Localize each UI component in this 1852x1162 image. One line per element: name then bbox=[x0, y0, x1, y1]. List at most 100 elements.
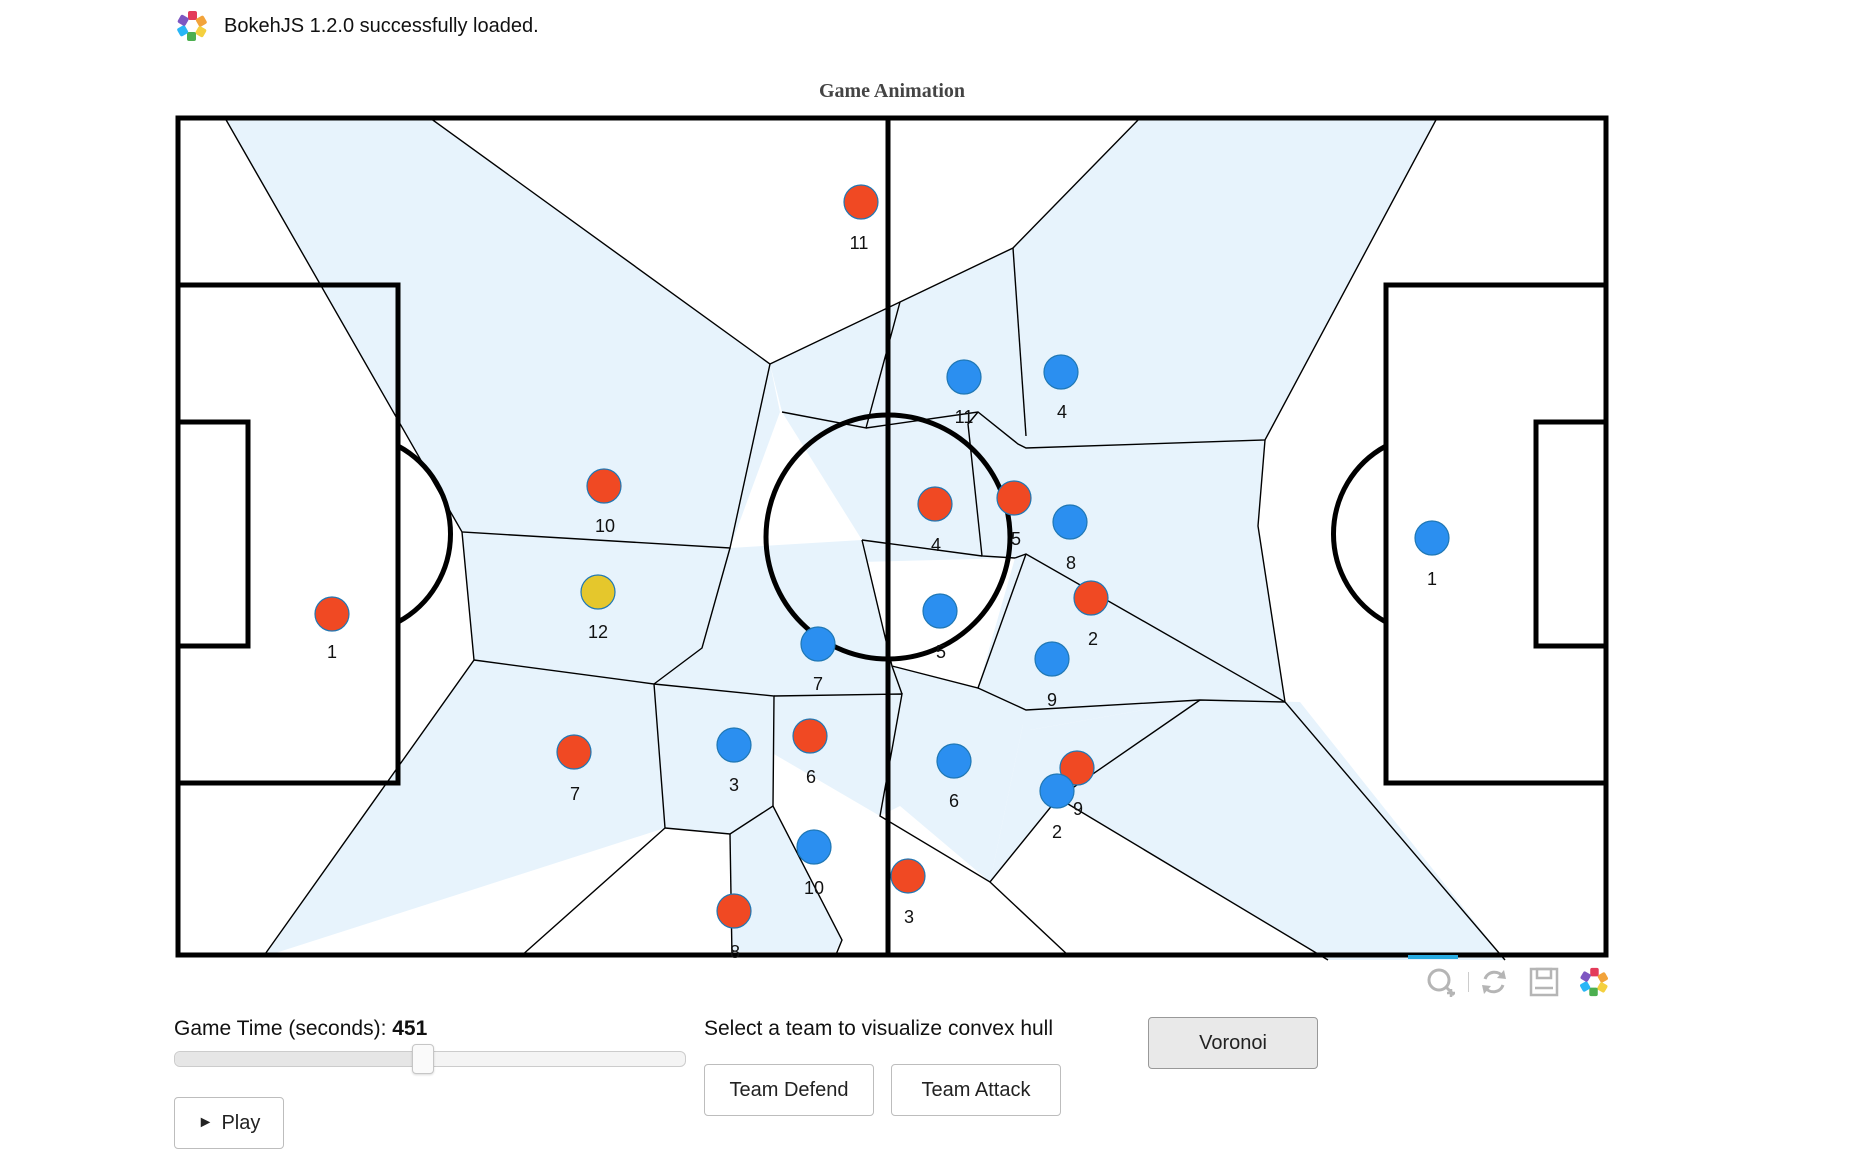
voronoi-edge bbox=[653, 547, 731, 685]
attack-player-label: 10 bbox=[595, 516, 615, 536]
defend-team-players bbox=[716, 354, 1450, 865]
voronoi-regions bbox=[225, 118, 1505, 960]
play-icon: ► bbox=[197, 1114, 214, 1131]
attack-player-label: 8 bbox=[730, 942, 740, 962]
voronoi-region bbox=[730, 806, 842, 952]
pitch-markings bbox=[175, 115, 1609, 958]
defend-player-marker[interactable] bbox=[716, 727, 752, 763]
voronoi-edge bbox=[977, 687, 1286, 711]
player-labels: 11 10 1 4 5 2 7 6 9 3 8 11 4 8 1 5 7 9 3… bbox=[327, 233, 1437, 962]
attack-player-marker[interactable] bbox=[792, 718, 828, 754]
bokeh-load-banner: BokehJS 1.2.0 successfully loaded. bbox=[174, 8, 539, 44]
defend-player-label: 3 bbox=[729, 775, 739, 795]
game-time-label: Game Time (seconds): 451 bbox=[174, 1017, 427, 1041]
reset-tool[interactable] bbox=[1474, 962, 1514, 1002]
attack-player-marker[interactable] bbox=[716, 893, 752, 929]
attack-player-marker[interactable] bbox=[314, 596, 350, 632]
voronoi-region bbox=[1026, 440, 1285, 702]
voronoi-edge bbox=[967, 411, 1016, 559]
voronoi-region bbox=[225, 118, 780, 548]
wheel-zoom-icon bbox=[1427, 968, 1456, 997]
convex-hull-label: Select a team to visualize convex hull bbox=[704, 1017, 1054, 1040]
defend-player-marker[interactable] bbox=[946, 359, 982, 395]
defend-player-label: 10 bbox=[804, 878, 824, 898]
game-time-value: 451 bbox=[392, 1017, 428, 1040]
voronoi-region bbox=[990, 700, 1505, 960]
team-attack-button[interactable]: Team Attack bbox=[891, 1064, 1061, 1116]
defend-player-marker[interactable] bbox=[800, 626, 836, 662]
defend-player-marker[interactable] bbox=[796, 829, 832, 865]
defend-player-label: 9 bbox=[1047, 690, 1057, 710]
save-icon bbox=[1529, 967, 1559, 997]
left-penalty-arc bbox=[396, 443, 454, 625]
defend-player-label: 5 bbox=[936, 642, 946, 662]
game-time-slider-handle[interactable] bbox=[412, 1044, 435, 1074]
attack-team-players bbox=[314, 184, 1109, 929]
attack-player-marker[interactable] bbox=[1059, 750, 1095, 786]
attack-player-label: 5 bbox=[1011, 529, 1021, 549]
attack-player-marker[interactable] bbox=[996, 480, 1032, 516]
bokeh-logo-icon bbox=[1580, 967, 1608, 997]
voronoi-region bbox=[654, 684, 774, 834]
defend-player-marker[interactable] bbox=[1043, 354, 1079, 390]
voronoi-edge bbox=[473, 659, 666, 958]
defend-player-marker[interactable] bbox=[1034, 641, 1070, 677]
defend-player-label: 6 bbox=[949, 791, 959, 811]
voronoi-region bbox=[978, 554, 1285, 730]
play-button-label: Play bbox=[221, 1111, 261, 1134]
reset-icon bbox=[1482, 970, 1506, 994]
plot-title: Game Animation bbox=[818, 80, 966, 102]
voronoi-region bbox=[263, 660, 665, 957]
game-time-slider-fill bbox=[175, 1052, 423, 1066]
defend-player-label: 2 bbox=[1052, 822, 1062, 842]
play-button[interactable]: ► Play bbox=[174, 1097, 284, 1149]
pitch-plot[interactable]: 11 10 1 4 5 2 7 6 9 3 8 11 4 8 1 5 7 9 3… bbox=[0, 0, 1852, 1000]
voronoi-edge bbox=[861, 539, 983, 557]
toolbar-separator bbox=[1468, 972, 1469, 992]
team-defend-button[interactable]: Team Defend bbox=[704, 1064, 874, 1116]
defend-player-label: 11 bbox=[955, 407, 974, 427]
attack-player-label: 9 bbox=[1073, 799, 1083, 819]
voronoi-region bbox=[770, 118, 1437, 448]
left-goal-box bbox=[175, 419, 251, 649]
defend-player-label: 8 bbox=[1066, 553, 1076, 573]
attack-player-label: 4 bbox=[931, 535, 941, 555]
voronoi-region bbox=[654, 540, 902, 816]
defend-player-marker[interactable] bbox=[922, 593, 958, 629]
game-time-label-text: Game Time (seconds): bbox=[174, 1017, 387, 1040]
attack-player-label: 3 bbox=[904, 907, 914, 927]
voronoi-edge bbox=[989, 881, 1071, 958]
voronoi-edge bbox=[865, 117, 1438, 449]
save-tool[interactable] bbox=[1524, 962, 1564, 1002]
defend-player-label: 4 bbox=[1057, 402, 1067, 422]
attack-player-marker[interactable] bbox=[843, 184, 879, 220]
attack-player-label: 11 bbox=[850, 233, 869, 253]
ball-label: 12 bbox=[588, 622, 608, 642]
plot-toolbar bbox=[1418, 962, 1614, 1002]
defend-player-marker[interactable] bbox=[1414, 520, 1450, 556]
attack-player-label: 7 bbox=[570, 784, 580, 804]
right-penalty-arc bbox=[1330, 443, 1388, 625]
attack-player-label: 1 bbox=[327, 642, 337, 662]
attack-player-marker[interactable] bbox=[556, 734, 592, 770]
defend-player-marker[interactable] bbox=[936, 743, 972, 779]
banner-text: BokehJS 1.2.0 successfully loaded. bbox=[224, 14, 539, 37]
ball-marker[interactable] bbox=[580, 574, 616, 610]
centre-circle bbox=[763, 412, 1013, 662]
defend-player-label: 1 bbox=[1427, 569, 1437, 589]
attack-player-marker[interactable] bbox=[586, 468, 622, 504]
right-goal-box bbox=[1533, 419, 1609, 649]
active-tool-indicator bbox=[1408, 955, 1458, 959]
voronoi-toggle-button[interactable]: Voronoi bbox=[1148, 1017, 1318, 1069]
game-time-slider[interactable] bbox=[174, 1044, 686, 1074]
attack-player-marker[interactable] bbox=[1073, 580, 1109, 616]
voronoi-edge bbox=[1057, 797, 1329, 961]
defend-player-marker[interactable] bbox=[1052, 504, 1088, 540]
attack-player-marker[interactable] bbox=[917, 486, 953, 522]
attack-player-label: 6 bbox=[806, 767, 816, 787]
defend-player-marker[interactable] bbox=[1039, 773, 1075, 809]
attack-player-marker[interactable] bbox=[890, 858, 926, 894]
bokeh-logo-link[interactable] bbox=[1574, 962, 1614, 1002]
wheel-zoom-tool[interactable] bbox=[1422, 962, 1462, 1002]
voronoi-edge bbox=[769, 117, 1141, 365]
